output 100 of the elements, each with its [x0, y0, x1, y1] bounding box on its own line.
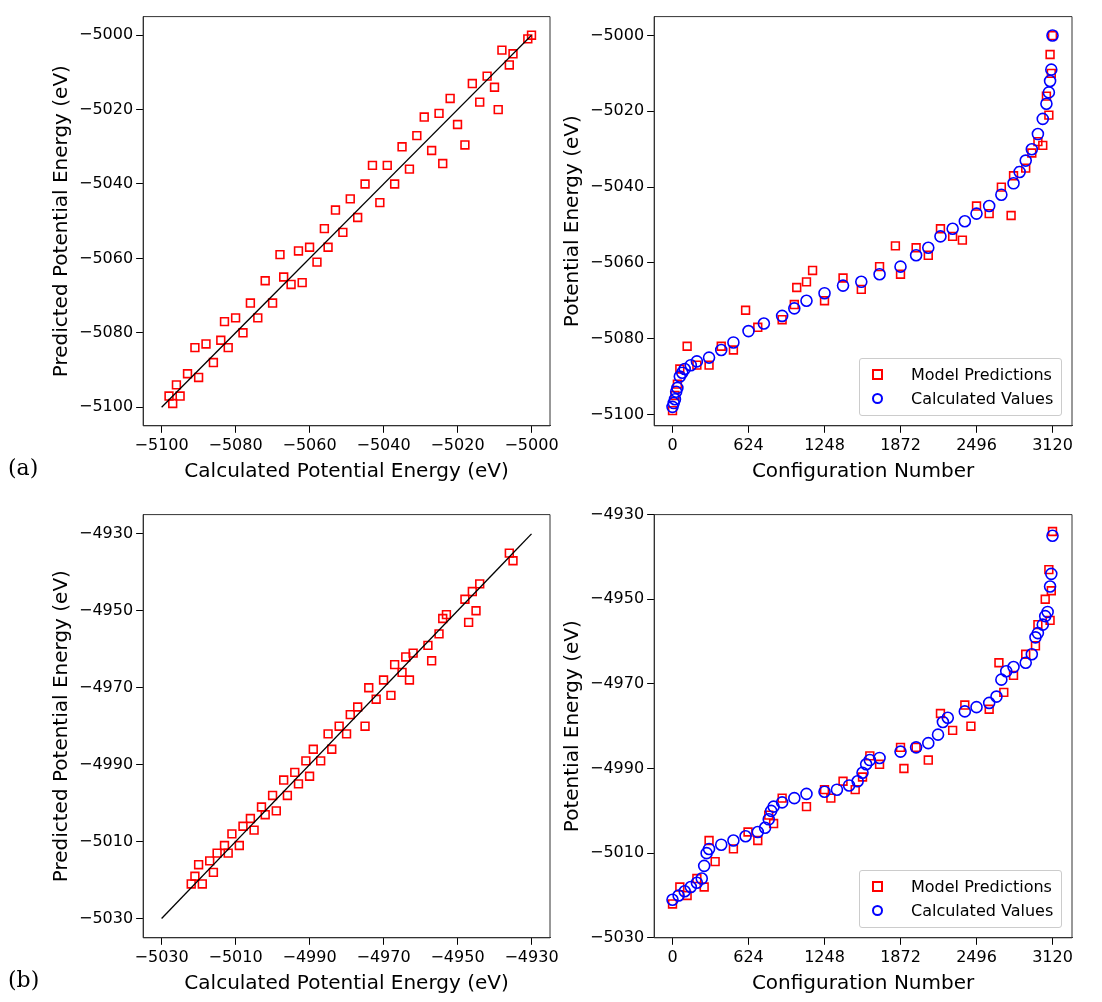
y-tick-label: −4990 — [590, 757, 645, 777]
point — [171, 380, 182, 390]
point — [971, 201, 982, 211]
point — [801, 801, 812, 812]
point — [873, 267, 886, 281]
point — [666, 893, 679, 907]
point — [308, 744, 318, 754]
x-tick-label: −5040 — [356, 434, 411, 454]
point — [946, 222, 959, 236]
point — [327, 744, 337, 754]
point — [423, 640, 433, 651]
point — [278, 272, 289, 282]
point — [223, 848, 233, 858]
point — [290, 767, 300, 778]
point — [672, 889, 685, 902]
point — [753, 835, 763, 846]
point — [767, 800, 780, 813]
point — [1045, 615, 1055, 626]
point — [984, 208, 994, 219]
point — [345, 709, 355, 720]
point — [801, 277, 812, 287]
point — [704, 835, 714, 846]
point — [856, 284, 866, 295]
point — [850, 784, 860, 795]
point — [838, 776, 848, 786]
point — [999, 664, 1013, 678]
point — [397, 667, 407, 678]
point — [438, 613, 448, 624]
x-tick-label: −5080 — [208, 434, 263, 454]
point — [672, 379, 683, 389]
point — [921, 241, 935, 255]
point — [700, 846, 713, 860]
point — [764, 810, 774, 820]
y-tick-label: −5060 — [79, 247, 134, 267]
point — [1019, 154, 1033, 167]
point — [673, 370, 687, 383]
y-tick-label: −5040 — [590, 176, 645, 196]
y-axis-title: Potential Energy (eV) — [559, 620, 584, 833]
point — [323, 729, 333, 739]
point — [934, 230, 947, 243]
point — [508, 556, 518, 566]
point — [895, 269, 906, 279]
point — [682, 341, 692, 351]
x-tick-label: −4970 — [356, 946, 411, 966]
point — [1007, 660, 1020, 674]
y-tick-label: −5030 — [590, 926, 645, 946]
point — [702, 351, 716, 364]
point — [301, 756, 311, 766]
x-tick-label: −4930 — [504, 946, 559, 966]
point — [690, 876, 704, 890]
point — [293, 246, 304, 256]
point — [389, 659, 400, 670]
point — [397, 142, 407, 152]
point — [1025, 142, 1039, 156]
point — [966, 721, 976, 731]
point — [1025, 647, 1039, 661]
point — [909, 249, 923, 262]
point — [345, 194, 355, 204]
point — [1008, 171, 1019, 181]
point — [874, 261, 885, 272]
point — [434, 108, 444, 119]
y-tick-label: −5030 — [79, 907, 134, 927]
point — [286, 279, 296, 290]
point — [497, 45, 507, 55]
point — [890, 241, 901, 251]
point — [523, 34, 533, 44]
point — [670, 390, 680, 401]
point — [504, 60, 514, 70]
x-tick-label: 0 — [667, 434, 678, 454]
point — [401, 652, 411, 662]
point — [190, 342, 200, 353]
point — [807, 265, 818, 276]
x-tick-label: 3120 — [1032, 946, 1073, 966]
point — [475, 97, 485, 107]
point — [256, 802, 267, 812]
point — [836, 279, 850, 292]
x-axis-title: Configuration Number — [751, 458, 975, 483]
point — [1040, 594, 1050, 604]
point — [426, 656, 437, 666]
point — [764, 804, 778, 818]
point — [304, 771, 315, 781]
y-tick-label: −5080 — [79, 321, 134, 341]
x-tick-label: −5000 — [504, 434, 559, 454]
point — [278, 775, 289, 785]
point — [190, 871, 200, 881]
y-tick-label: −4990 — [79, 753, 134, 773]
point — [936, 715, 950, 729]
point — [208, 357, 219, 368]
point — [441, 609, 452, 620]
point — [475, 579, 485, 589]
point — [352, 212, 363, 223]
point — [1041, 605, 1054, 619]
point — [1044, 564, 1054, 575]
point — [467, 586, 478, 597]
y-tick-label: −4950 — [590, 588, 645, 608]
point — [762, 813, 776, 826]
point — [1033, 136, 1043, 147]
x-tick-label: −5010 — [208, 946, 263, 966]
point — [777, 793, 787, 803]
point — [768, 818, 779, 829]
